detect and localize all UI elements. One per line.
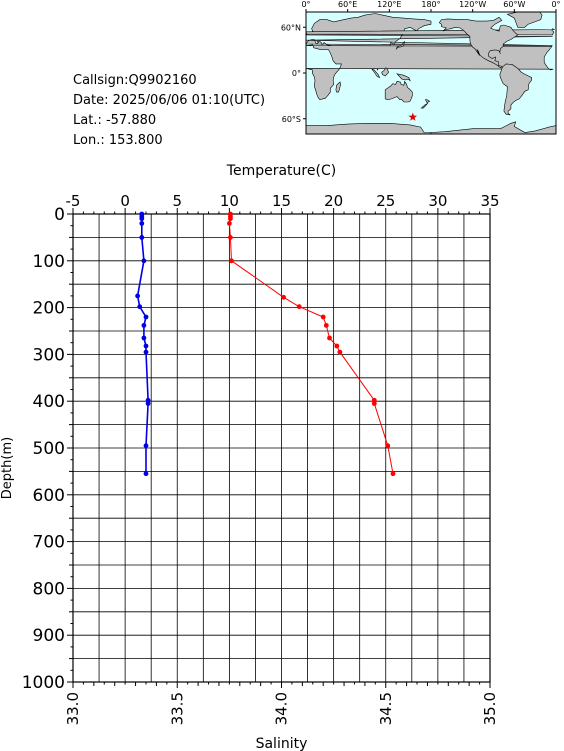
temperature-data-point: [320, 314, 326, 320]
temperature-tick-label: 15: [272, 192, 291, 210]
grid: [73, 214, 490, 682]
depth-tick-label: 500: [33, 439, 65, 459]
landmass-new-zealand: [420, 99, 431, 109]
depth-tick-label: 800: [33, 579, 65, 599]
salinity-data-point: [145, 401, 151, 406]
salinity-tick-label: 34.5: [377, 692, 395, 725]
map-top-tick-label: 180°: [421, 0, 440, 9]
temperature-tick-label: 5: [172, 192, 182, 210]
landmass-japan: [396, 41, 406, 50]
salinity-tick-label: 34.0: [273, 692, 291, 725]
salinity-data-point: [141, 323, 147, 328]
temperature-tick-label: 0: [120, 192, 130, 210]
depth-tick-label: 0: [54, 205, 65, 225]
callsign-label: Callsign:Q9902160: [73, 73, 197, 88]
salinity-data-point: [143, 443, 149, 449]
temperature-data-point: [228, 216, 233, 222]
salinity-tick-label: 33.5: [168, 692, 186, 725]
temperature-data-point: [323, 323, 329, 328]
map-land: [306, 12, 556, 134]
depth-tick-label: 400: [33, 392, 65, 412]
salinity-data-point: [143, 343, 149, 349]
landmass-greenland: [506, 12, 543, 28]
map-top-tick-label: 60°W: [503, 0, 525, 9]
station-info: Callsign:Q9902160 Date: 2025/06/06 01:10…: [73, 71, 265, 151]
depth-tick-label: 300: [33, 345, 65, 365]
temperature-tick-label: 20: [324, 192, 343, 210]
temperature-data-point: [371, 401, 377, 406]
temperature-data-point: [296, 304, 302, 310]
map-top-tick-label: 0°: [551, 0, 560, 9]
salinity-data-point: [143, 349, 149, 355]
temperature-tick-label: 35: [480, 192, 499, 210]
depth-tick-label: 900: [33, 626, 65, 646]
salinity-data-point: [141, 258, 147, 264]
salinity-data-point: [139, 221, 145, 226]
salinity-data-point: [143, 471, 149, 477]
temperature-data-point: [385, 443, 391, 449]
depth-tick-label: 200: [33, 299, 65, 319]
landmass-australia: [384, 80, 413, 103]
salinity-axis-label: Salinity: [256, 736, 308, 751]
longitude-label: Lon.: 153.800: [73, 133, 163, 148]
temperature-data-point: [227, 221, 232, 226]
landmass-new-guinea: [396, 73, 411, 82]
station-marker-star: [408, 112, 418, 121]
temperature-data-point: [228, 235, 233, 240]
landmass-antarctica-east: [306, 123, 432, 134]
map-top-tick-label: 60°E: [338, 0, 357, 9]
temperature-data-point: [327, 335, 332, 341]
depth-axis-label: Depth(m): [0, 437, 15, 499]
temperature-tick-label: 30: [428, 192, 447, 210]
date-label: Date: 2025/06/06 01:10(UTC): [73, 93, 266, 108]
landmass-sumatra: [371, 68, 381, 79]
temperature-axis-label: Temperature(C): [226, 163, 336, 179]
landmass-borneo: [381, 67, 389, 77]
depth-tick-label: 1000: [22, 673, 65, 693]
temperature-data-point: [229, 258, 234, 264]
landmass-south-america: [499, 63, 533, 116]
salinity-data-point: [139, 235, 145, 240]
temperature-tick-label: -5: [66, 192, 81, 210]
map-top-tick-label: 120°E: [377, 0, 401, 9]
temperature-data-point: [281, 294, 286, 300]
salinity-tick-label: 35.0: [481, 692, 499, 725]
salinity-data-point: [137, 304, 143, 310]
temperature-tick-label: 25: [376, 192, 395, 210]
temperature-data-point: [337, 349, 343, 355]
depth-tick-label: 600: [33, 486, 65, 506]
salinity-data-point: [135, 293, 141, 299]
map-left-tick-label: 60°S: [282, 115, 301, 124]
salinity-data-point: [143, 314, 149, 320]
latitude-label: Lat.: -57.880: [73, 113, 157, 128]
map-left-tick-label: 0°: [292, 69, 301, 78]
salinity-tick-label: 33.0: [64, 692, 82, 725]
map-top-tick-label: 120°W: [459, 0, 486, 9]
salinity-data-point: [141, 335, 147, 341]
landmass-north-america: [438, 16, 519, 69]
depth-tick-label: 700: [33, 533, 65, 553]
map-top-tick-label: 0°: [301, 0, 310, 9]
landmass-antarctica-west: [430, 121, 556, 134]
map-left-tick-label: 60°N: [281, 23, 301, 32]
temperature-tick-label: 10: [220, 192, 239, 210]
temperature-data-point: [390, 471, 396, 477]
salinity-data-point: [139, 216, 145, 222]
depth-tick-label: 100: [33, 252, 65, 272]
temperature-data-point: [334, 343, 340, 349]
landmass-madagascar: [335, 81, 342, 93]
